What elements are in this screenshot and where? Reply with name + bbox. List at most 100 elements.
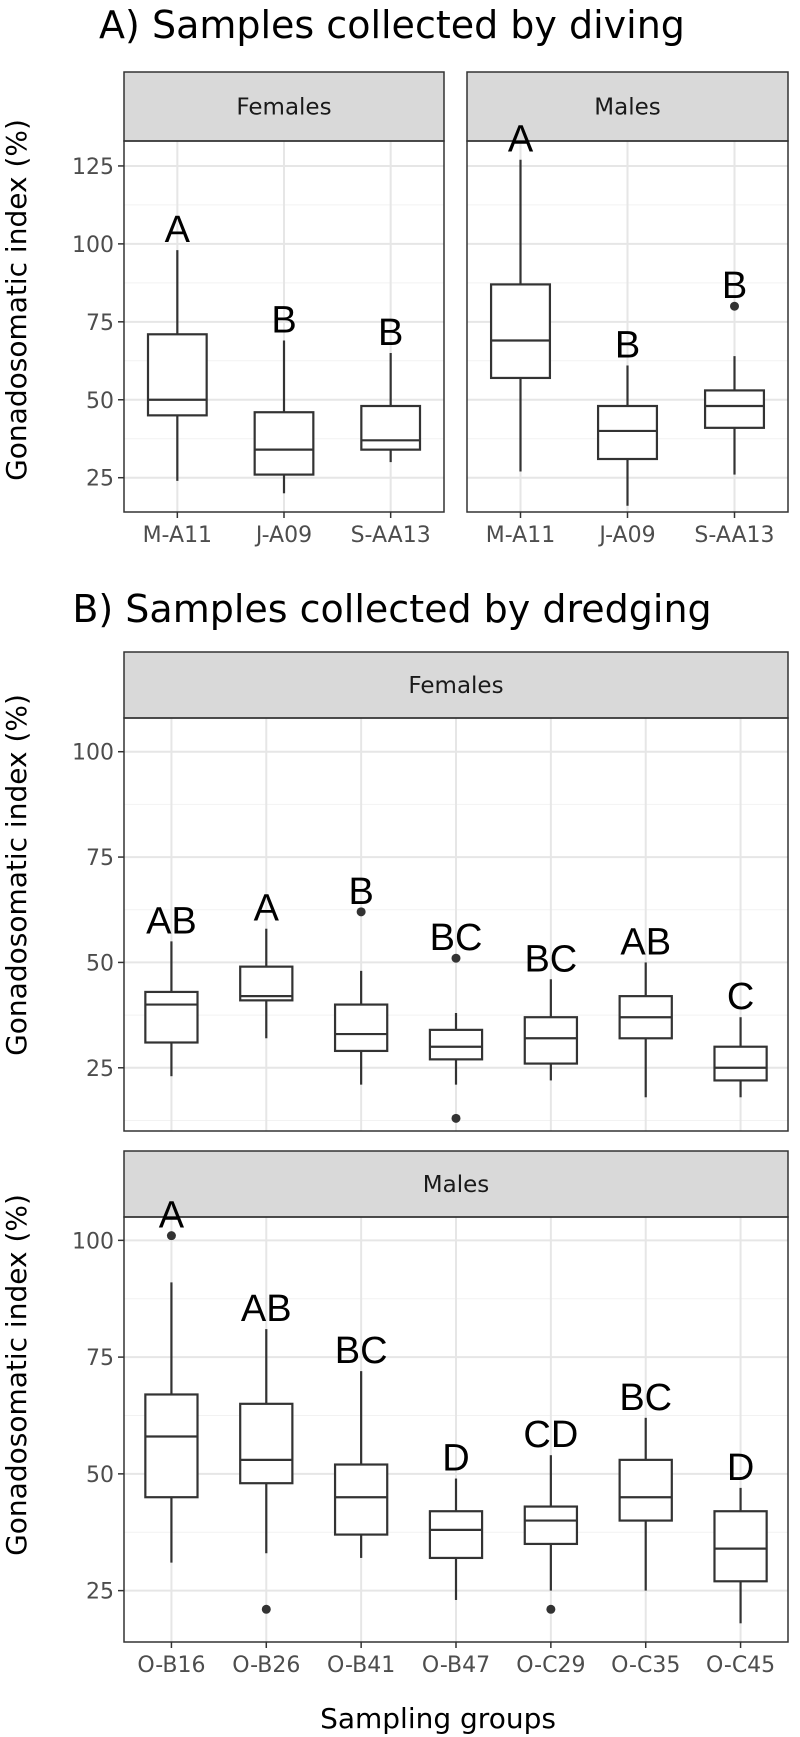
box-iqr xyxy=(713,1510,768,1583)
x-axis-title: Sampling groups xyxy=(320,1702,556,1735)
outlier-point xyxy=(451,953,461,963)
box-m-a11: A xyxy=(146,209,208,481)
box-o-b26: A xyxy=(239,888,294,1039)
significance-letter: BC xyxy=(524,938,577,980)
panel-a-females: Females 25 50 75 100 125 M-A11 J-A09 S-AA13 A B B xyxy=(72,71,445,548)
box-iqr xyxy=(713,1045,768,1082)
box-iqr xyxy=(428,1028,484,1061)
y-tick-label: 25 xyxy=(86,1580,114,1605)
x-tick-label: J-A09 xyxy=(254,523,312,548)
y-tick-label: 25 xyxy=(86,467,114,492)
significance-letter: BC xyxy=(335,1330,388,1372)
facet-label: Males xyxy=(594,95,660,121)
significance-letter: D xyxy=(442,1438,469,1480)
box-iqr xyxy=(596,404,659,461)
box-o-c45: D xyxy=(713,1447,768,1624)
box-iqr xyxy=(523,1505,579,1546)
x-tick-label: O-B26 xyxy=(232,1653,300,1678)
y-tick-label: 50 xyxy=(86,1463,114,1488)
x-tick-label: J-A09 xyxy=(597,523,655,548)
box-o-b41: B xyxy=(333,871,389,1085)
facet-label: Females xyxy=(408,673,503,699)
outlier-point xyxy=(356,907,366,917)
significance-letter: B xyxy=(378,312,403,354)
y-tick-label: 50 xyxy=(86,951,114,976)
significance-letter: B xyxy=(722,265,747,307)
x-tick-label: O-B47 xyxy=(422,1653,490,1678)
outlier-point xyxy=(451,1113,461,1123)
box-j-a09: B xyxy=(596,324,659,506)
significance-letter: A xyxy=(159,1195,185,1237)
box-o-b16: A xyxy=(144,1195,199,1563)
box-iqr xyxy=(618,1458,673,1522)
y-tick-label: 125 xyxy=(72,155,114,180)
box-iqr xyxy=(489,283,552,380)
panel-b-males: Males 25 50 75 100 O-B16 O-B26 O-B41 O-B47 O-C29 O… xyxy=(72,1150,789,1678)
facet-strip xyxy=(123,71,445,142)
significance-letter: A xyxy=(165,209,191,251)
significance-letter: D xyxy=(727,1447,754,1489)
facet-label: Females xyxy=(236,95,331,121)
x-tick-label: S-AA13 xyxy=(351,523,431,548)
x-tick-label: O-C35 xyxy=(611,1653,680,1678)
box-o-b26: AB xyxy=(239,1288,294,1614)
y-axis-title-a: Gonadosomatic index (%) xyxy=(0,119,33,481)
y-tick-label: 50 xyxy=(86,389,114,414)
facet-strip xyxy=(123,651,789,719)
facet-strip xyxy=(123,1150,789,1218)
box-iqr xyxy=(144,1393,199,1499)
outlier-point xyxy=(166,1231,176,1241)
box-iqr xyxy=(333,1003,389,1053)
box-iqr xyxy=(333,1463,389,1536)
significance-letter: A xyxy=(254,888,280,930)
outlier-point xyxy=(546,1604,556,1614)
y-tick-label: 25 xyxy=(86,1057,114,1082)
significance-letter: CD xyxy=(523,1414,578,1456)
significance-letter: AB xyxy=(241,1288,292,1330)
box-o-b16: AB xyxy=(144,900,199,1077)
box-iqr xyxy=(144,990,199,1044)
significance-letter: A xyxy=(508,119,534,161)
box-o-b47: BC xyxy=(428,917,484,1123)
significance-letter: C xyxy=(727,976,754,1018)
y-axis-title-b-females: Gonadosomatic index (%) xyxy=(0,694,33,1056)
outlier-point xyxy=(730,301,739,311)
box-m-a11: A xyxy=(489,119,552,472)
y-tick-label: 75 xyxy=(86,846,114,871)
x-tick-label: M-A11 xyxy=(486,523,555,548)
box-o-b41: BC xyxy=(333,1330,389,1558)
y-axis-title-b-males: Gonadosomatic index (%) xyxy=(0,1194,33,1556)
box-o-c35: BC xyxy=(618,1377,673,1591)
box-iqr xyxy=(239,1402,294,1485)
box-iqr xyxy=(703,389,766,429)
box-iqr xyxy=(523,1016,579,1065)
box-iqr xyxy=(239,965,294,1002)
section-b-title: B) Samples collected by dredging xyxy=(72,587,711,631)
outlier-point xyxy=(261,1604,271,1614)
facet-strip xyxy=(466,71,789,142)
x-tick-label: M-A11 xyxy=(143,523,212,548)
box-s-aa13: B xyxy=(703,265,766,475)
section-a-title: A) Samples collected by diving xyxy=(99,3,685,47)
box-s-aa13: B xyxy=(360,312,422,463)
significance-letter: BC xyxy=(619,1377,672,1419)
y-tick-label: 100 xyxy=(72,233,114,258)
box-iqr xyxy=(360,404,422,451)
panel-border xyxy=(123,717,789,1132)
box-iqr xyxy=(428,1510,484,1560)
y-tick-label: 75 xyxy=(86,1346,114,1371)
significance-letter: AB xyxy=(620,921,671,963)
x-tick-label: O-C29 xyxy=(516,1653,585,1678)
box-o-c45: C xyxy=(713,976,768,1098)
box-o-c29: BC xyxy=(523,938,579,1081)
box-j-a09: B xyxy=(253,300,315,494)
box-iqr xyxy=(146,333,208,417)
x-tick-label: O-B16 xyxy=(137,1653,205,1678)
significance-letter: BC xyxy=(430,917,483,959)
x-tick-label: S-AA13 xyxy=(694,523,774,548)
y-tick-label: 100 xyxy=(72,1229,114,1254)
significance-letter: B xyxy=(348,871,373,913)
